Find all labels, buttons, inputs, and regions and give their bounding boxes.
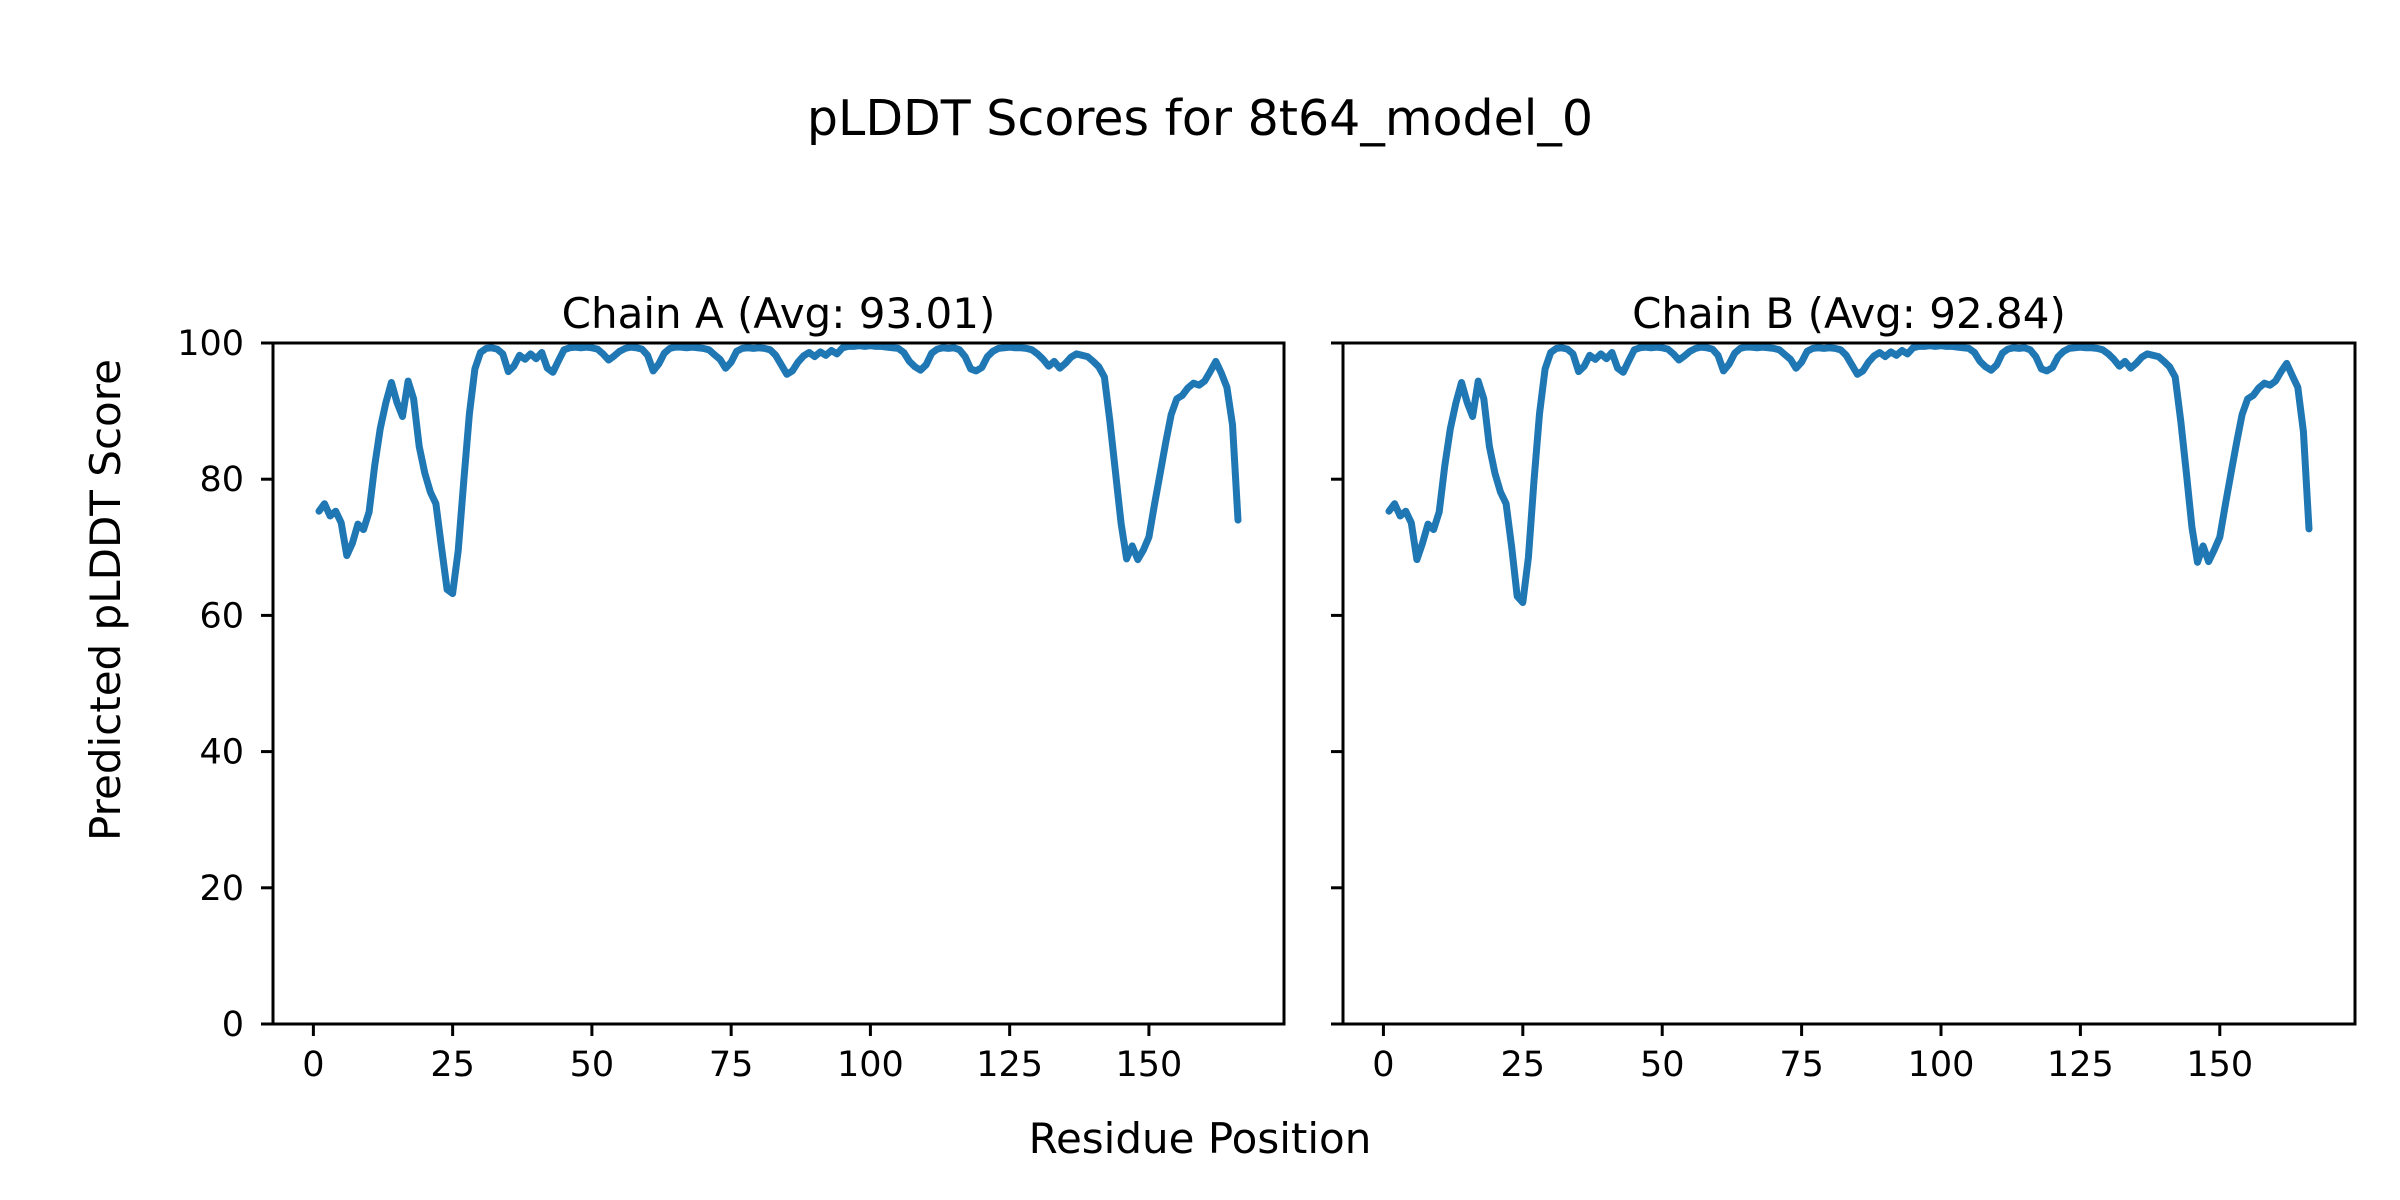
x-tick-label: 25: [430, 1045, 475, 1085]
y-tick-label: 0: [222, 1005, 244, 1045]
x-tick-label: 50: [570, 1045, 615, 1085]
subplot-a-title: Chain A (Avg: 93.01): [561, 289, 996, 338]
subplot-a: 0 25 50 75 100 125 150 0 20 40 60 80 100: [177, 324, 1286, 1085]
x-tick-label: 125: [2047, 1045, 2114, 1085]
x-tick-label: 50: [1640, 1045, 1685, 1085]
plddt-line-b: [1385, 342, 2313, 606]
x-tick-label: 75: [1779, 1045, 1824, 1085]
y-tick-label: 40: [199, 733, 244, 773]
y-tick-label: 80: [199, 460, 244, 500]
figure-title: pLDDT Scores for 8t64_model_0: [806, 90, 1594, 147]
x-tick-label: 0: [302, 1045, 324, 1085]
x-tick-label: 150: [1116, 1045, 1183, 1085]
x-tick-label: 100: [1908, 1045, 1975, 1085]
subplot-b-title: Chain B (Avg: 92.84): [1632, 289, 2066, 338]
x-tick-label: 75: [709, 1045, 754, 1085]
x-tick-label: 150: [2186, 1045, 2253, 1085]
x-tick-label: 25: [1501, 1045, 1546, 1085]
x-tick-label: 0: [1372, 1045, 1394, 1085]
x-tick-label: 125: [976, 1045, 1043, 1085]
y-tick-label: 20: [199, 869, 244, 909]
plddt-line-a: [315, 342, 1242, 598]
axes-spines: [271, 341, 1286, 1026]
axes-spines: [1341, 341, 2357, 1026]
subplot-b: 0 25 50 75 100 125 150: [1331, 341, 2357, 1085]
y-tick-label: 60: [199, 596, 244, 636]
y-tick-label: 100: [177, 324, 244, 364]
x-axis-label: Residue Position: [1028, 1114, 1372, 1163]
x-tick-label: 100: [837, 1045, 904, 1085]
